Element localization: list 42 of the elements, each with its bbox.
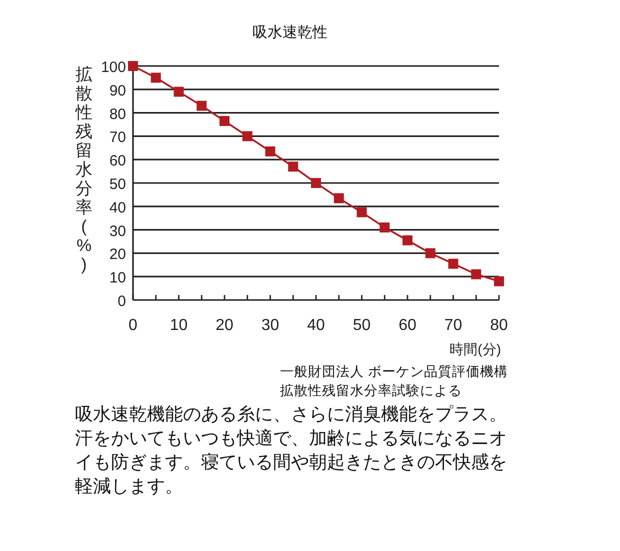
point — [494, 276, 504, 286]
chart-title: 吸水速乾性 — [252, 24, 328, 41]
point — [150, 72, 161, 83]
x-tick-label: 0 — [128, 317, 138, 334]
point — [265, 146, 276, 156]
y-tick-label: 30 — [109, 222, 126, 240]
x-tick-label: 40 — [307, 317, 325, 334]
point — [288, 162, 298, 172]
point — [402, 235, 412, 246]
point — [174, 86, 184, 97]
point — [334, 193, 344, 204]
text: 一般財団法人 ボーケン品質評価機構拡散性残留水分率試験による — [280, 363, 509, 400]
point — [425, 248, 436, 258]
point — [220, 116, 230, 126]
y-tick-label: 40 — [109, 199, 126, 216]
point — [242, 131, 252, 142]
point — [196, 100, 207, 111]
x-tick-label: 30 — [261, 317, 280, 334]
point — [356, 207, 367, 218]
x-tick-label: 50 — [352, 317, 371, 334]
y-tick-label: 10 — [109, 270, 126, 287]
point — [128, 61, 138, 71]
y-tick-label: 100 — [100, 59, 126, 76]
point — [380, 222, 390, 232]
x-tick-label: 70 — [444, 317, 462, 334]
y-tick-label: 80 — [109, 106, 126, 123]
x-tick-label: 60 — [398, 317, 416, 334]
point — [311, 178, 321, 188]
point — [471, 269, 482, 280]
x-tick-label: 80 — [490, 317, 508, 334]
x-tick-label: 20 — [216, 317, 234, 334]
y-tick-label: 60 — [109, 152, 126, 170]
text: 吸水速乾機能のある糸に、さらに消臭機能をプラス。汗をかいてもいつも快適で、加齢による気になるニオイも防ぎます。寝ている間や朝起きたときの不快感を軽減します。 — [75, 403, 508, 498]
x-tick-label: 10 — [170, 317, 188, 334]
point — [448, 258, 458, 269]
text: 拡散性残留水分率(%) — [76, 65, 92, 274]
y-tick-label: 0 — [118, 293, 126, 310]
x-axis-title: 時間(分) — [450, 341, 501, 357]
y-tick-label: 20 — [109, 246, 126, 264]
y-tick-label: 70 — [109, 129, 126, 146]
y-tick-label: 90 — [109, 82, 126, 100]
y-tick-label: 50 — [109, 176, 126, 193]
